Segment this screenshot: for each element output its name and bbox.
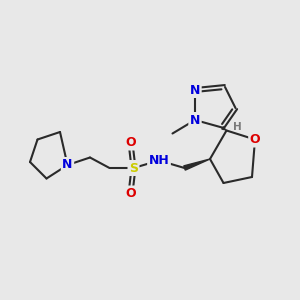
Text: S: S	[129, 161, 138, 175]
Text: O: O	[250, 133, 260, 146]
Polygon shape	[184, 159, 210, 170]
Text: N: N	[62, 158, 73, 172]
Text: H: H	[232, 122, 242, 133]
Text: NH: NH	[148, 154, 170, 167]
Text: N: N	[190, 113, 200, 127]
Text: O: O	[125, 136, 136, 149]
Text: O: O	[125, 187, 136, 200]
Text: N: N	[190, 83, 200, 97]
